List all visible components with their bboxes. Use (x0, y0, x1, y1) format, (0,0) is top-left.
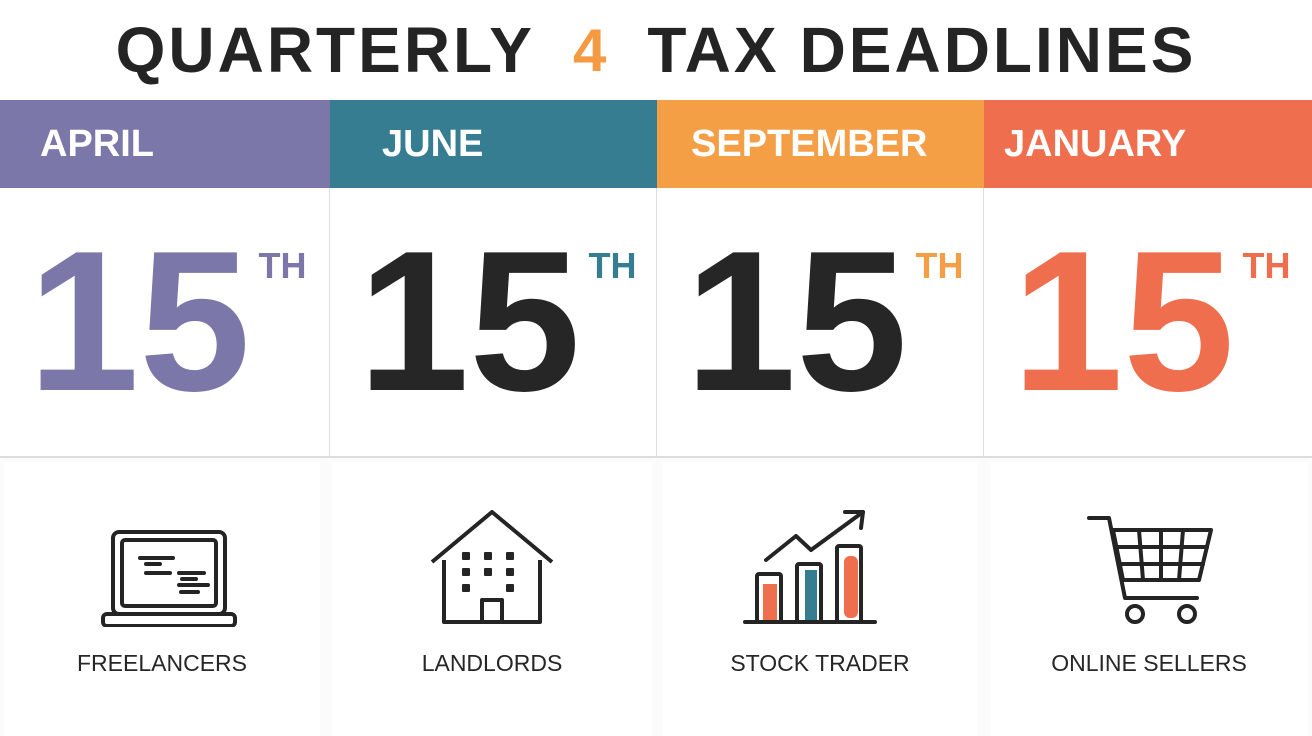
title-word-quarterly: QUARTERLY (115, 14, 535, 86)
title-number: 4 (572, 16, 610, 84)
day-suffix: TH (258, 245, 307, 286)
page-title: QUARTERLY 4 TAX DEADLINES (0, 0, 1312, 100)
month-header: JANUARY (984, 100, 1312, 188)
month-header: JUNE (330, 100, 657, 188)
deadline-april: APRIL 15 TH (0, 100, 330, 458)
day-suffix: TH (588, 245, 637, 286)
deadline-september: SEPTEMBER 15 TH (657, 100, 984, 458)
day-group: 15 TH (28, 222, 306, 422)
day-suffix: TH (1242, 245, 1291, 286)
category-label: ONLINE SELLERS (1051, 650, 1247, 676)
day-group: 15 TH (685, 222, 963, 422)
house-icon (430, 510, 554, 624)
month-header: APRIL (0, 100, 330, 188)
day-suffix: TH (915, 245, 964, 286)
category-online-sellers: ONLINE SELLERS (990, 462, 1308, 736)
day-group: 15 TH (358, 222, 636, 422)
date-cell: 15 TH (0, 188, 330, 458)
date-cell: 15 TH (984, 188, 1312, 458)
date-cell: 15 TH (657, 188, 984, 458)
day-number: 15 (685, 210, 908, 433)
category-label: STOCK TRADER (730, 650, 910, 676)
deadline-january: JANUARY 15 TH (984, 100, 1312, 458)
title-word-deadlines: DEADLINES (799, 14, 1197, 86)
title-word-tax: TAX (647, 14, 780, 86)
day-number: 15 (1012, 210, 1235, 433)
deadline-june: JUNE 15 TH (330, 100, 657, 458)
laptop-icon (101, 530, 237, 627)
day-number: 15 (28, 210, 251, 433)
category-landlords: LANDLORDS (332, 462, 652, 736)
date-cell: 15 TH (330, 188, 657, 458)
category-label: LANDLORDS (421, 650, 563, 676)
day-number: 15 (358, 210, 581, 433)
category-stock-trader: STOCK TRADER (662, 462, 978, 736)
category-freelancers: FREELANCERS (4, 462, 320, 736)
shopping-cart-icon (1087, 516, 1213, 624)
stock-chart-icon (743, 510, 877, 624)
month-header: SEPTEMBER (657, 100, 984, 188)
category-label: FREELANCERS (77, 650, 247, 676)
day-group: 15 TH (1012, 222, 1290, 422)
